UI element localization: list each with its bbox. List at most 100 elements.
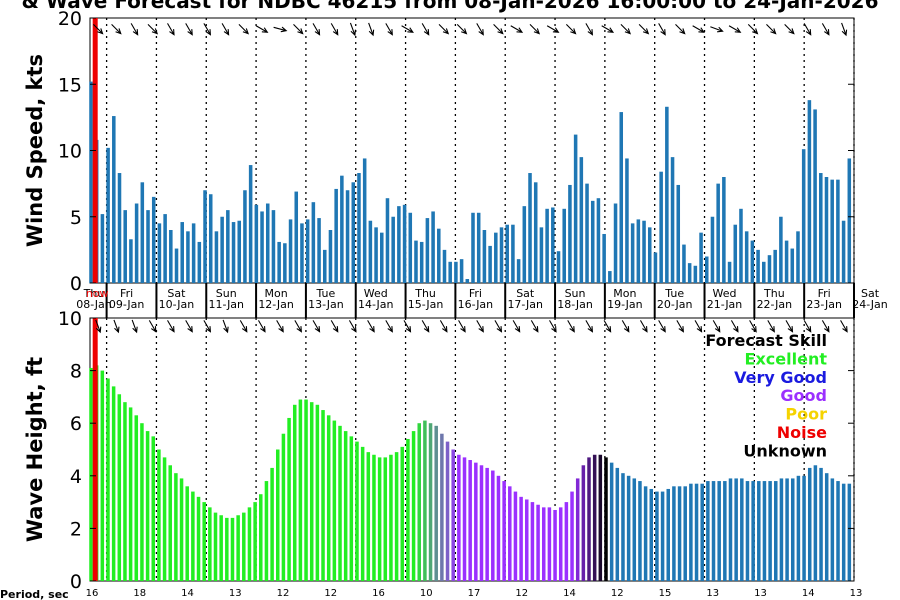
wind-bar: [197, 241, 202, 283]
now-label: now: [86, 287, 109, 300]
wind-bar: [528, 173, 532, 283]
wave-bar: [751, 481, 755, 581]
wave-bar: [168, 465, 172, 581]
wind-bar: [579, 157, 584, 283]
direction-arrow: [767, 320, 775, 333]
wind-bar: [716, 183, 720, 283]
wave-bar: [711, 481, 716, 581]
wind-bar: [448, 261, 452, 283]
direction-arrow: [694, 320, 703, 333]
wave-bar: [428, 423, 433, 581]
wind-bar: [533, 182, 538, 283]
wind-bar: [545, 208, 549, 283]
wind-bar: [779, 216, 783, 283]
wave-bar: [491, 470, 495, 581]
day-date: 22-Jan: [757, 298, 793, 311]
period-value: 10: [420, 588, 433, 599]
period-label: Period, sec: [0, 588, 69, 600]
direction-arrow: [93, 24, 104, 35]
day-date: 10-Jan: [159, 298, 195, 311]
period-value: 13: [229, 588, 242, 599]
wave-bar: [236, 515, 240, 581]
direction-arrow: [368, 22, 375, 37]
wind-bar: [362, 158, 367, 283]
wind-bar: [539, 227, 544, 283]
wave-bar: [609, 462, 614, 581]
wind-bar: [340, 175, 344, 283]
wave-bar: [162, 457, 167, 581]
day-name: Wed: [364, 287, 388, 300]
direction-arrow: [549, 320, 557, 333]
wave-bar: [638, 481, 642, 581]
wind-bar: [437, 228, 441, 283]
wave-bar: [372, 454, 376, 581]
legend-item: Noise: [777, 423, 827, 442]
wind-bar: [488, 245, 492, 283]
legend-item: Excellent: [745, 349, 828, 368]
wind-bar: [391, 216, 395, 283]
direction-arrow: [567, 320, 575, 333]
wave-bar: [496, 475, 501, 581]
wind-bar: [288, 219, 293, 283]
wind-bar: [756, 249, 760, 283]
wave-bar: [802, 475, 806, 581]
direction-arrow: [821, 320, 830, 333]
day-date: 20-Jan: [657, 298, 693, 311]
wave-bar: [598, 454, 603, 581]
wind-bar: [368, 220, 373, 283]
y-tick-label: 15: [58, 74, 82, 96]
day-name: Sat: [516, 287, 535, 300]
direction-arrow: [675, 24, 686, 35]
direction-arrow: [603, 320, 612, 333]
day-date: 08-Jan: [76, 298, 112, 311]
wave-bar: [575, 478, 580, 581]
wave-bar: [740, 478, 744, 581]
wind-bar: [659, 171, 663, 283]
direction-arrow: [167, 23, 175, 36]
wind-bar: [283, 243, 287, 283]
wave-bar: [366, 452, 371, 581]
wave-bar: [202, 502, 206, 581]
direction-arrow: [510, 25, 524, 33]
wave-bar: [768, 481, 772, 581]
direction-arrow: [821, 23, 830, 36]
y-tick-label: 8: [70, 361, 82, 383]
direction-arrow: [257, 320, 266, 333]
wind-bar: [425, 218, 430, 283]
wave-bar: [276, 449, 280, 581]
wave-bar: [525, 499, 529, 581]
wind-bar: [169, 230, 173, 283]
wave-bar: [423, 420, 427, 581]
direction-arrow: [239, 320, 248, 333]
wind-bar: [847, 158, 852, 283]
direction-arrow: [766, 24, 777, 35]
direction-arrow: [330, 23, 339, 36]
wave-bar: [706, 481, 710, 581]
wind-bar: [459, 259, 464, 283]
wind-bar: [613, 203, 618, 283]
period-value: 18: [133, 588, 146, 599]
wind-bar: [402, 204, 407, 283]
wind-bar: [522, 206, 527, 283]
direction-arrow: [803, 320, 812, 333]
wave-bar: [434, 425, 438, 581]
day-name: Thu: [414, 287, 436, 300]
y-tick-label: 0: [70, 571, 82, 593]
wave-bar: [689, 483, 693, 581]
day-name: Fri: [818, 287, 831, 300]
direction-arrow: [456, 24, 468, 35]
wind-bar: [596, 198, 601, 283]
wave-bar: [847, 483, 852, 581]
wind-bar: [357, 173, 361, 283]
direction-arrow: [529, 24, 541, 35]
wind-bar: [300, 223, 304, 283]
wave-height-panel: 0 2 4 6 8 10 Wave Height, ft Forecast SkillExce…: [0, 308, 862, 600]
day-date: 16-Jan: [458, 298, 494, 311]
wave-bar: [632, 478, 637, 581]
day-date: 18-Jan: [557, 298, 593, 311]
wind-bar: [813, 109, 817, 283]
wave-bar: [304, 399, 308, 581]
direction-arrow: [276, 320, 284, 333]
wind-bar: [220, 216, 224, 283]
